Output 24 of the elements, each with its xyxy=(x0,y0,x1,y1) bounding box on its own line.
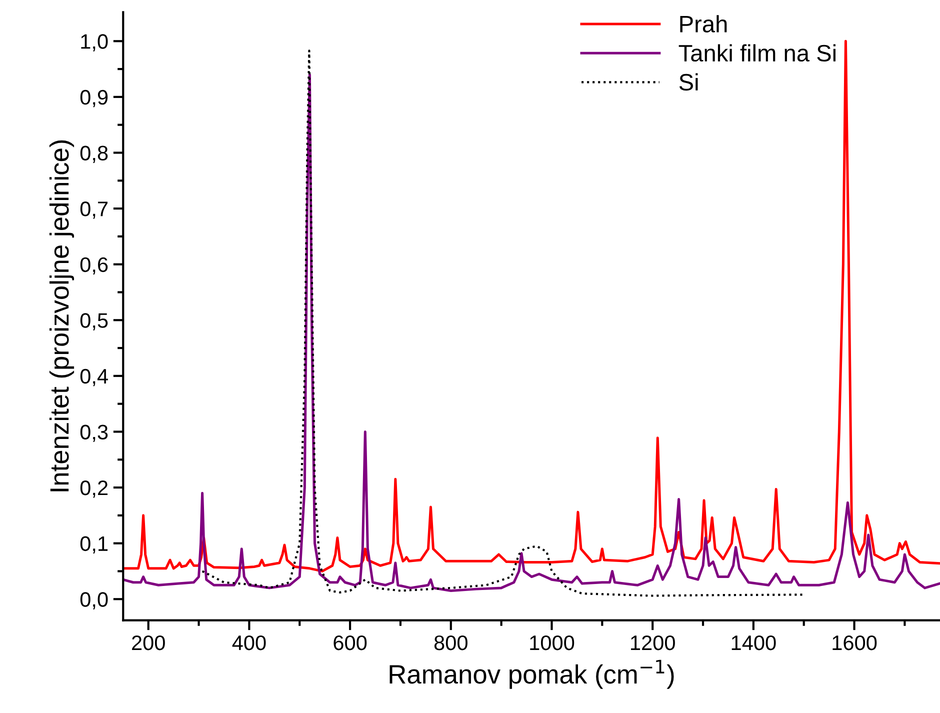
x-tick-label: 1400 xyxy=(732,635,776,650)
x-tick-label: 200 xyxy=(132,635,165,650)
x-axis-title: Ramanov pomak (cm$^{−1}$) xyxy=(390,660,674,689)
y-tick-label: 0,2 xyxy=(80,480,108,498)
y-tick-label: 0,8 xyxy=(80,146,108,163)
y-tick-label: 0,3 xyxy=(80,424,108,442)
x-tick-label: 800 xyxy=(434,635,468,650)
x-tick-label: 1000 xyxy=(530,635,574,650)
y-tick-label: 0,1 xyxy=(80,536,108,554)
legend-label: Prah xyxy=(680,15,727,32)
y-tick-label: 0,0 xyxy=(80,592,108,610)
x-tick-label: 400 xyxy=(232,635,266,650)
y-tick-label: 0,7 xyxy=(80,202,108,219)
y-tick-label: 0,9 xyxy=(80,90,108,108)
x-tick-label: 600 xyxy=(334,635,367,650)
x-tick-label: 1600 xyxy=(832,635,877,650)
y-tick-label: 0,6 xyxy=(80,257,108,275)
y-tick-label: 0,4 xyxy=(80,368,108,386)
legend-label: Tanki film na Si xyxy=(678,44,836,62)
legend-label: Si xyxy=(679,73,698,91)
y-tick-label: 0,5 xyxy=(80,313,108,330)
y-axis-title: Intenzitet (proizvoljne jedinice) xyxy=(49,140,74,492)
x-tick-label: 1200 xyxy=(631,635,675,650)
y-tick-label: 1,0 xyxy=(81,34,108,52)
